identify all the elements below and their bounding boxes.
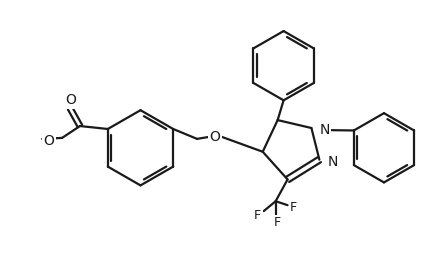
Text: N: N	[327, 155, 338, 169]
Text: O: O	[66, 93, 76, 107]
Text: F: F	[274, 216, 281, 229]
Text: F: F	[254, 208, 262, 222]
Text: F: F	[290, 201, 297, 214]
Text: O: O	[209, 130, 220, 144]
Text: O: O	[43, 134, 54, 148]
Text: N: N	[319, 123, 330, 137]
